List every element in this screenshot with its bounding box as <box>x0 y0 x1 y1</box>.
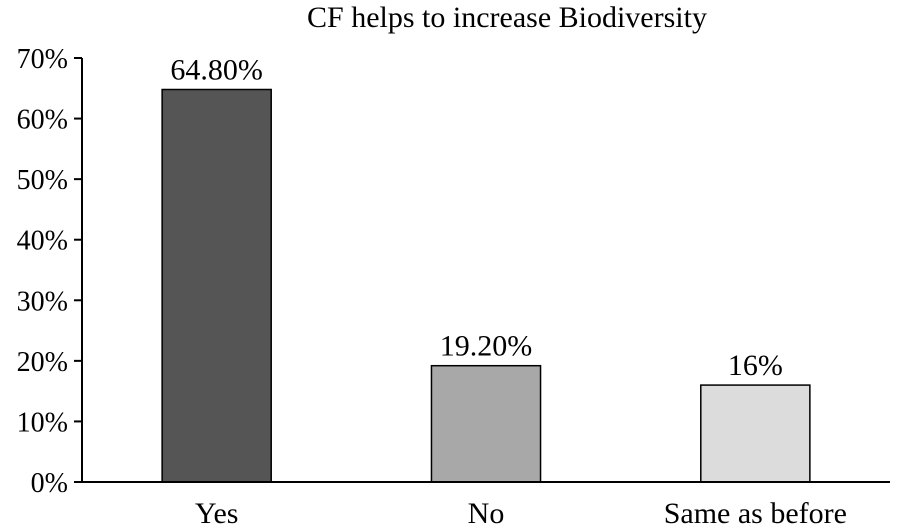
bar-yes <box>161 88 272 483</box>
y-tick-label: 20% <box>17 347 68 378</box>
x-axis: Yes No Same as before <box>82 481 890 530</box>
y-tick-label: 0% <box>31 468 68 499</box>
data-label: 16% <box>728 349 783 382</box>
bar-no <box>430 364 542 483</box>
data-label: 64.80% <box>170 53 263 86</box>
y-tick-label: 60% <box>17 105 68 136</box>
x-tick-label: No <box>468 497 505 530</box>
data-label: 19.20% <box>440 330 533 363</box>
y-tick-label: 70% <box>17 44 68 75</box>
y-tick-label: 40% <box>17 226 68 257</box>
y-tick-label: 50% <box>17 165 68 196</box>
y-tick-label: 30% <box>17 286 68 317</box>
chart-title: CF helps to increase Biodiversity <box>307 1 707 34</box>
y-tick-label: 10% <box>17 407 68 438</box>
bar-same-as-before <box>700 384 811 483</box>
x-tick-label: Yes <box>195 497 239 530</box>
bars: 64.80% 19.20% 16% <box>161 53 811 483</box>
x-tick-label: Same as before <box>664 497 847 530</box>
y-axis: 0% 10% 20% 30% 40% 50% 60% 70% <box>17 44 83 499</box>
